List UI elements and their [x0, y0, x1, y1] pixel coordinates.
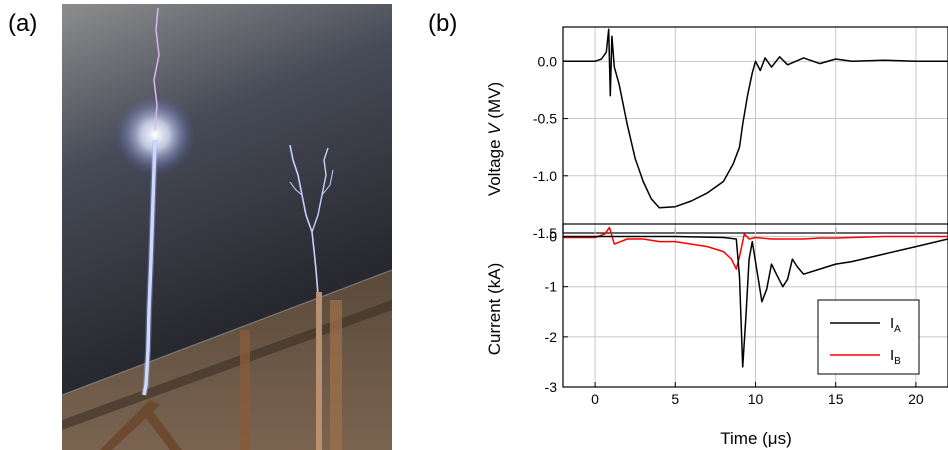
y-tick-label: 0.0	[538, 53, 558, 69]
current-ia-series-line	[563, 235, 948, 368]
legend-label-ia: IA	[890, 315, 901, 335]
current-plot: 0 5 10 15 20 0 -1 -2 -3 Current (kA) Time (μs) I…	[485, 223, 948, 448]
x-tick-label: 0	[591, 391, 599, 407]
y-tick-label: -3	[545, 379, 558, 395]
current-ib-series-line	[563, 226, 948, 270]
x-tick-label: 20	[908, 391, 924, 407]
time-x-axis-label: Time (μs)	[720, 429, 792, 448]
x-tick-label: 5	[671, 391, 679, 407]
voltage-plot: 0.0 -0.5 -1.0 -1.5 Voltage V (MV)	[485, 26, 948, 241]
voltage-y-axis-label: Voltage V (MV)	[485, 82, 504, 196]
y-tick-label: -1.5	[533, 225, 557, 241]
y-tick-label: -0.5	[533, 111, 557, 127]
legend-label-ib: IB	[890, 347, 901, 367]
x-tick-label: 15	[828, 391, 844, 407]
current-y-axis-label: Current (kA)	[485, 263, 504, 356]
y-tick-label: -1	[545, 279, 558, 295]
x-tick-label: 10	[748, 391, 764, 407]
y-tick-label: -2	[545, 329, 558, 345]
panel-a-label: (a)	[8, 10, 38, 37]
y-tick-label: 0	[549, 229, 557, 245]
current-legend: IA IB	[817, 299, 920, 375]
y-tick-label: -1.0	[533, 168, 557, 184]
current-plot-frame	[562, 223, 948, 388]
voltage-series-line	[563, 28, 948, 209]
legend-box	[817, 299, 920, 375]
panel-b-label: (b)	[428, 10, 458, 37]
